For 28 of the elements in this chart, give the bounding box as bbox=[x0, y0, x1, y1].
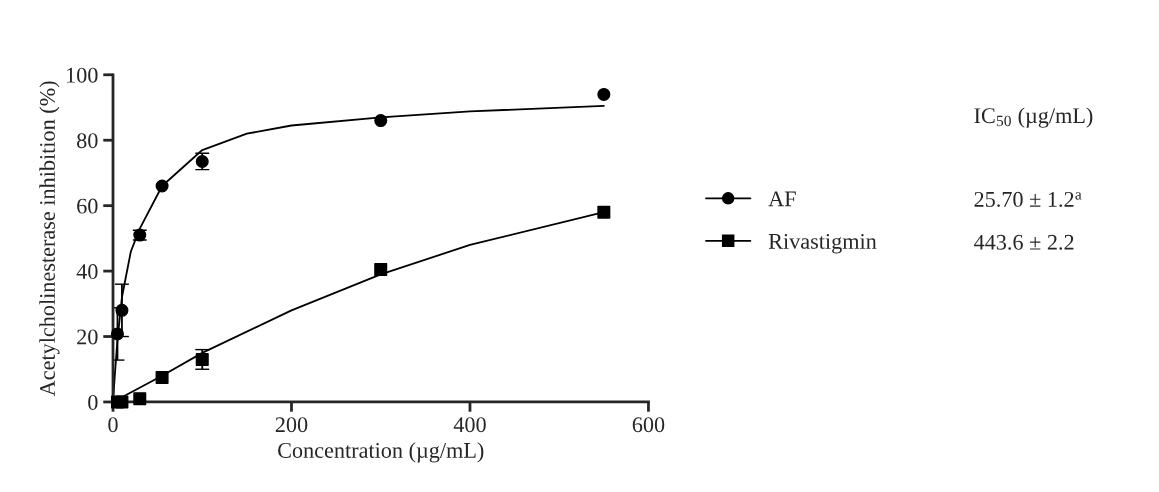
y-tick-label: 100 bbox=[67, 67, 98, 83]
y-tick-label: 80 bbox=[77, 133, 98, 149]
y-axis-title: Acetylcholinesterase inhibition (%) bbox=[39, 81, 60, 397]
point bbox=[195, 352, 209, 366]
point bbox=[597, 205, 611, 219]
point bbox=[374, 114, 388, 128]
legend-label: Rivastigmin bbox=[768, 233, 877, 254]
text: 25.70 ± 1.2$^{a}$ bbox=[974, 191, 1082, 207]
point bbox=[374, 262, 388, 276]
text: 443.6 ± 2.2 bbox=[973, 234, 1074, 250]
legend-label: AF bbox=[768, 191, 796, 207]
x-tick-label: 400 bbox=[453, 417, 486, 433]
y-tick-label: 0 bbox=[88, 394, 98, 410]
point bbox=[155, 179, 169, 193]
x-axis-title: Concentration (µg/mL) bbox=[278, 442, 484, 463]
y-tick-label: 20 bbox=[77, 329, 98, 345]
x-tick-label: 600 bbox=[632, 417, 665, 433]
point bbox=[597, 87, 611, 101]
x-tick-label: 0 bbox=[108, 417, 118, 433]
point bbox=[110, 327, 124, 341]
y-tick-label: 60 bbox=[77, 198, 98, 214]
point bbox=[155, 370, 169, 384]
x-tick-label: 200 bbox=[275, 417, 308, 433]
point bbox=[115, 395, 129, 409]
legend-title: IC$_{50}$ (µg/mL) bbox=[974, 107, 1093, 128]
y-tick-label: 40 bbox=[76, 264, 98, 280]
point bbox=[133, 392, 147, 406]
point bbox=[115, 303, 129, 317]
